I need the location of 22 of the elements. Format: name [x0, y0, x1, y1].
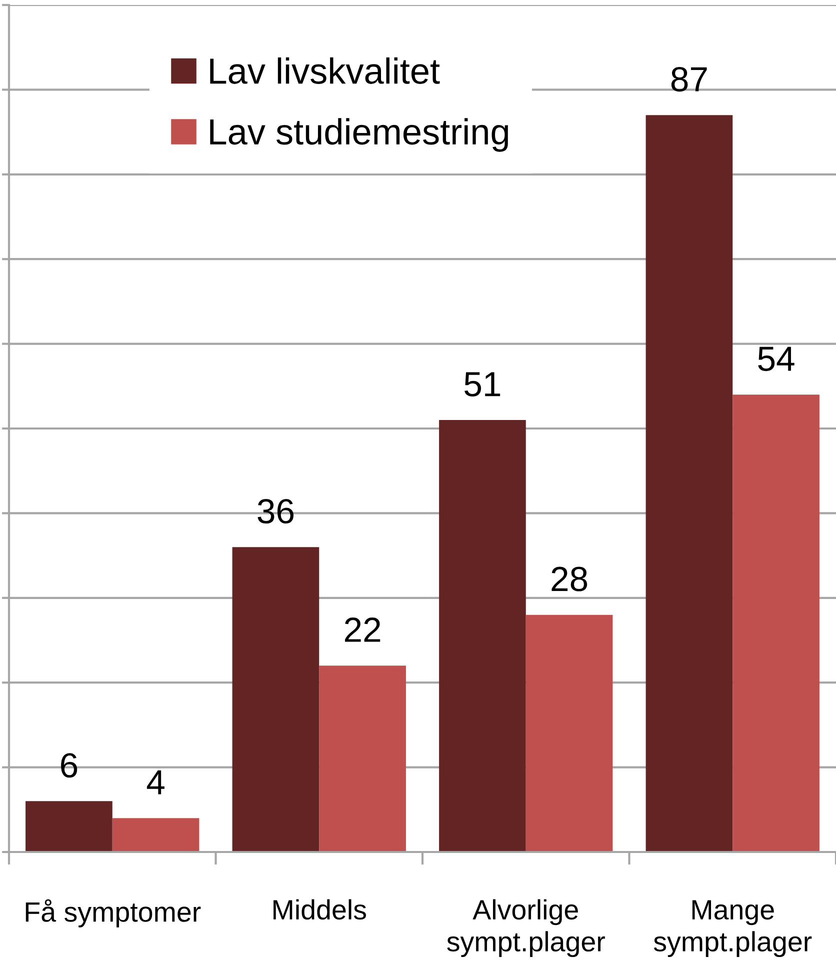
data-label: 87	[671, 66, 707, 92]
bar	[26, 801, 112, 852]
bar	[112, 818, 200, 852]
data-label: 54	[758, 346, 794, 372]
bar	[319, 666, 406, 852]
bar	[232, 547, 320, 852]
data-label: 36	[258, 498, 294, 524]
bar	[732, 394, 820, 852]
data-label: 6	[61, 753, 78, 778]
x-tick-label: Middels	[274, 899, 366, 920]
data-label: 28	[552, 566, 588, 592]
legend-label: Lav studiemestring	[210, 118, 508, 152]
x-tick-label: Få symptomer	[26, 899, 201, 928]
data-label: 4	[146, 770, 164, 794]
data-label: 22	[344, 618, 380, 642]
bar	[646, 115, 733, 852]
bar	[439, 420, 526, 852]
x-tick-label: Alvorlige sympt.plager	[447, 899, 605, 958]
data-label: 51	[464, 372, 500, 396]
x-tick-label: Mange sympt.plager	[654, 900, 812, 958]
bar	[526, 614, 613, 852]
legend-label: Lav livskvalitet	[210, 57, 440, 84]
